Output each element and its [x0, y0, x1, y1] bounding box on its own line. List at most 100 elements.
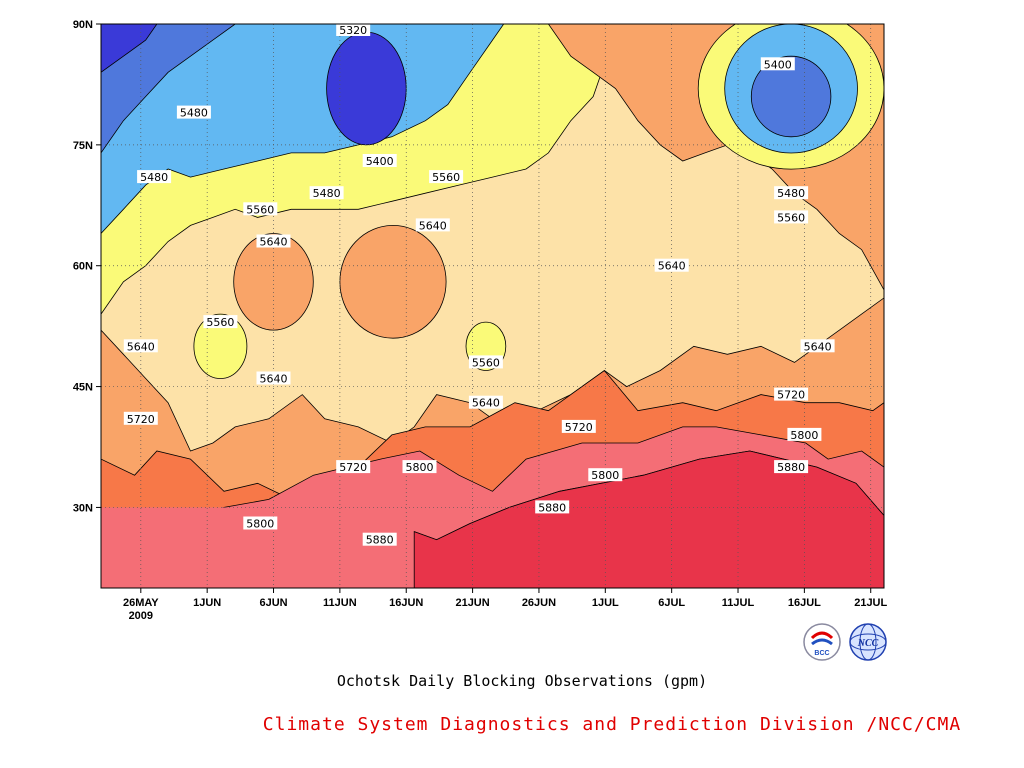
organization-credit: Climate System Diagnostics and Predictio…: [262, 714, 962, 735]
contour-label: 5720: [774, 387, 809, 402]
contour-label-text: 5560: [777, 211, 805, 224]
x-tick-label: 11JUN: [323, 597, 357, 609]
contour-label-text: 5720: [339, 461, 367, 474]
y-tick-label: 90N: [73, 19, 93, 31]
contour-label: 5560: [468, 355, 503, 369]
contour-island: [193, 313, 248, 379]
y-tick-label: 75N: [73, 140, 93, 152]
contour-label: 5640: [256, 234, 291, 249]
contour-label-text: 5800: [790, 429, 818, 442]
contour-label: 5880: [535, 500, 570, 514]
x-tick-label: 11JUL: [722, 597, 755, 609]
contour-labels: 5320 5400 5480 5400 5480 5560 5480 5480 5560 5560…: [123, 23, 835, 547]
contour-label: 5800: [243, 516, 278, 531]
contour-label-bg: [468, 395, 503, 409]
contour-label-bg: [429, 170, 464, 184]
contour-label-text: 5800: [406, 461, 434, 474]
contour-label: 5720: [561, 419, 596, 434]
x-tick-label: 16JUL: [788, 597, 821, 609]
contour-label-bg: [402, 460, 437, 474]
contour-label: 5560: [429, 170, 464, 184]
contour-label-text: 5560: [206, 316, 234, 329]
contour-label-bg: [362, 532, 397, 546]
contour-label-text: 5640: [419, 219, 447, 232]
contour-label-text: 5880: [366, 534, 394, 547]
contour-island: [233, 233, 314, 331]
contour-label-text: 5480: [180, 107, 208, 120]
contour-label: 5880: [362, 532, 397, 547]
contour-label-bg: [336, 460, 371, 474]
contour-label-text: 5560: [432, 171, 460, 184]
y-tick-label: 30N: [73, 502, 93, 514]
plot-frame: [100, 23, 885, 589]
contour-label: 5640: [654, 258, 689, 273]
contour-label: 5880: [774, 460, 809, 474]
plot-area: [101, 24, 884, 588]
contour-label-text: 5560: [472, 356, 500, 369]
x-year-label: 2009: [129, 610, 153, 622]
contour-label-text: 5480: [777, 187, 805, 200]
contour-label-text: 5480: [313, 187, 341, 200]
chart-title: Ochotsk Daily Blocking Observations (gpm…: [336, 672, 708, 690]
contour-label-text: 5560: [246, 203, 274, 216]
ncc-logo-text: NCC: [857, 638, 879, 649]
contour-label: 5720: [336, 460, 371, 474]
contour-label-text: 5640: [804, 340, 832, 353]
contour-label-text: 5720: [777, 389, 805, 402]
x-tick-label: 1JUN: [193, 597, 221, 609]
contour-label: 5400: [760, 57, 795, 71]
contour-label: 5640: [415, 218, 450, 232]
contour-label: 5640: [123, 339, 158, 353]
contour-label-text: 5880: [777, 461, 805, 474]
x-tick-label: 6JUL: [658, 597, 685, 609]
contour-label-bg: [760, 57, 795, 71]
contour-label: 5800: [588, 468, 623, 482]
contour-label-bg: [535, 500, 570, 514]
x-tick-label: 16JUN: [389, 597, 423, 609]
bcc-logo-text: BCC: [814, 650, 829, 657]
contour-label-text: 5640: [658, 260, 686, 273]
contour-label: 5560: [203, 315, 238, 329]
contour-label-bg: [123, 411, 158, 425]
contour-label: 5320: [336, 23, 371, 37]
x-tick-label: 26JUN: [522, 597, 556, 609]
contour-label-bg: [176, 105, 211, 119]
x-tick-label: 21JUN: [455, 597, 489, 609]
contour-label-text: 5720: [127, 413, 155, 426]
contour-label-bg: [561, 419, 596, 433]
contour-label-bg: [256, 371, 291, 385]
contour-label-bg: [123, 339, 158, 353]
contour-label-text: 5880: [538, 501, 566, 514]
contour-label-text: 5720: [565, 421, 593, 434]
contour-label: 5640: [468, 395, 503, 410]
contour-label-bg: [243, 202, 278, 216]
contour-label: 5480: [176, 105, 211, 120]
contour-label-bg: [654, 258, 689, 272]
contour-label-bg: [588, 468, 623, 482]
x-tick-label: 6JUN: [259, 597, 287, 609]
contour-label-bg: [203, 315, 238, 329]
contour-label: 5560: [774, 210, 809, 224]
contour-label: 5400: [362, 154, 397, 168]
contour-label-bg: [243, 516, 278, 530]
x-tick-label: 1JUL: [592, 597, 619, 609]
contour-label: 5640: [800, 339, 835, 353]
contour-label-bg: [468, 355, 503, 369]
x-tick-label: 26MAY: [123, 597, 159, 609]
contour-label-text: 5640: [260, 373, 288, 386]
contour-label-text: 5400: [764, 58, 792, 71]
y-tick-label: 45N: [73, 382, 93, 394]
contour-label-bg: [256, 234, 291, 248]
contour-label-bg: [774, 460, 809, 474]
contour-label-bg: [362, 154, 397, 167]
contour-label: 5560: [243, 202, 278, 216]
contour-label: 5480: [774, 186, 809, 200]
contour-label-text: 5640: [260, 236, 288, 249]
contour-label-text: 5800: [246, 518, 274, 531]
bcc-logo: BCC: [800, 622, 844, 662]
ncc-logo: NCC: [846, 622, 890, 662]
contour-label-text: 5400: [366, 155, 394, 168]
y-tick-label: 60N: [73, 261, 93, 273]
contour-label-bg: [774, 387, 809, 401]
